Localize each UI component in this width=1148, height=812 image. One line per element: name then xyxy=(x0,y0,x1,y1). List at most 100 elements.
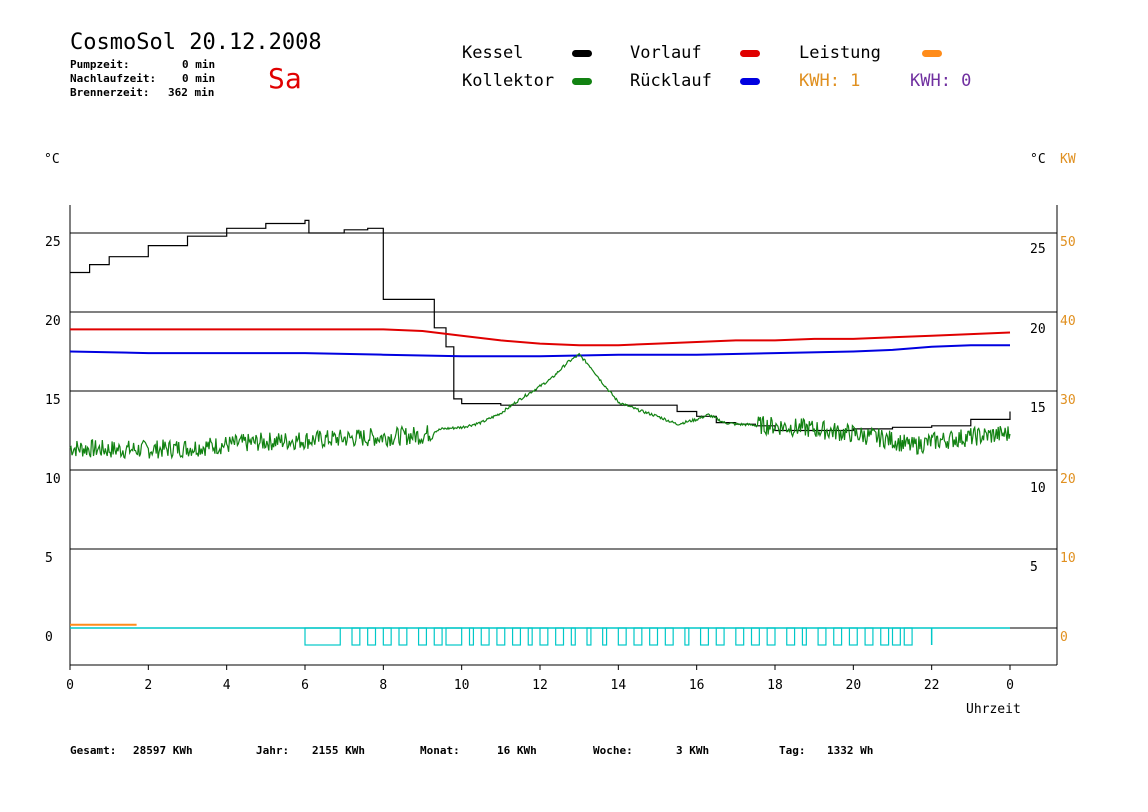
y-tick-right: 20 xyxy=(1030,322,1046,337)
footer-gesamt-value: 28597 KWh xyxy=(133,744,193,757)
pump-pulse xyxy=(903,627,913,646)
pump-pulse xyxy=(382,627,392,646)
pump-pulse xyxy=(735,627,745,646)
legend-ruecklauf-swatch xyxy=(740,78,760,85)
pump-pulse xyxy=(417,627,428,646)
footer-jahr-value: 2155 KWh xyxy=(312,744,365,757)
pump-pulse xyxy=(555,627,565,646)
pump-pulse xyxy=(880,627,890,646)
pump-pulse xyxy=(817,627,827,646)
info-nachlaufzeit-value: 0 min xyxy=(182,72,216,85)
legend-leistung-label: Leistung xyxy=(799,43,881,63)
pump-pulse xyxy=(766,627,776,646)
y-tick-left: 5 xyxy=(45,551,53,566)
x-tick-label: 16 xyxy=(689,678,705,693)
y-tick-kw: 10 xyxy=(1060,551,1076,566)
footer-woche-label: Woche: xyxy=(593,744,633,757)
footer-jahr-label: Jahr: xyxy=(256,744,290,757)
chart-title: CosmoSol 20.12.2008 xyxy=(70,30,322,55)
info-brennerzeit-label: Brennerzeit: xyxy=(70,86,150,99)
series-kessel xyxy=(70,219,1011,432)
footer-monat-label: Monat: xyxy=(420,744,460,757)
info-pumpzeit-label: Pumpzeit: xyxy=(70,58,130,71)
footer-tag-label: Tag: xyxy=(779,744,806,757)
y-tick-left: 20 xyxy=(45,314,61,329)
pump-pulse xyxy=(786,627,796,646)
x-tick-label: 22 xyxy=(924,678,940,693)
legend-kwh2: KWH: 0 xyxy=(910,71,972,91)
y-tick-left: 25 xyxy=(45,235,61,250)
pump-pulse xyxy=(617,627,627,646)
series-kollektor xyxy=(69,352,1011,460)
info-nachlaufzeit-label: Nachlaufzeit: xyxy=(70,72,157,85)
y-tick-left: 0 xyxy=(45,630,53,645)
legend-vorlauf-label: Vorlauf xyxy=(630,43,702,63)
footer-tag-value: 1332 Wh xyxy=(827,744,874,757)
pump-pulse xyxy=(750,627,760,646)
pump-pulse xyxy=(848,627,858,646)
x-tick-label: 10 xyxy=(454,678,470,693)
y-tick-right: 5 xyxy=(1030,560,1038,575)
info-pumpzeit-value: 0 min xyxy=(182,58,216,71)
series-vorlauf xyxy=(70,328,1011,347)
y-tick-right: 25 xyxy=(1030,242,1046,257)
pump-pulse xyxy=(801,627,807,646)
y-tick-kw: 40 xyxy=(1060,314,1076,329)
x-tick-label: 2 xyxy=(144,678,152,693)
footer-woche-value: 3 KWh xyxy=(676,744,710,757)
x-tick-label: 12 xyxy=(532,678,548,693)
y-tick-kw: 0 xyxy=(1060,630,1068,645)
pump-pulse xyxy=(664,627,674,646)
info-brennerzeit-value: 362 min xyxy=(168,86,215,99)
x-tick-label: 14 xyxy=(611,678,627,693)
pump-pulse xyxy=(699,627,710,646)
pump-pulse xyxy=(445,627,463,646)
pump-pulse xyxy=(511,627,522,646)
pump-pulse xyxy=(864,627,874,646)
legend-vorlauf-swatch xyxy=(740,50,760,57)
pump-pulse xyxy=(586,627,592,646)
y-tick-left: 10 xyxy=(45,472,61,487)
pump-pulse xyxy=(496,627,506,646)
right-axis-unit: °C xyxy=(1030,152,1046,167)
pump-pulse xyxy=(433,627,443,646)
y-tick-kw: 20 xyxy=(1060,472,1076,487)
pump-pulse xyxy=(398,627,408,646)
x-tick-label: 0 xyxy=(66,678,74,693)
pump-pulse xyxy=(891,627,901,646)
series-ruecklauf xyxy=(69,344,1010,358)
x-tick-label: 0 xyxy=(1006,678,1014,693)
y-tick-right: 15 xyxy=(1030,401,1046,416)
pump-pulse xyxy=(480,627,490,646)
pump-pulse xyxy=(649,627,659,646)
legend-kwh1: KWH: 1 xyxy=(799,71,861,91)
weekday-label: Sa xyxy=(268,62,302,95)
footer-gesamt-label: Gesamt: xyxy=(70,744,117,757)
legend-kessel-label: Kessel xyxy=(462,43,524,63)
legend-leistung-swatch xyxy=(922,50,942,57)
pump-pulse xyxy=(468,627,475,646)
right-axis-unit-kw: KW xyxy=(1060,152,1076,167)
legend-kollektor-label: Kollektor xyxy=(462,71,555,91)
pump-pulse xyxy=(351,627,361,646)
pump-pulse xyxy=(684,627,690,646)
pump-pulse xyxy=(833,627,843,646)
pump-pulse xyxy=(539,627,549,646)
footer-monat-value: 16 KWh xyxy=(497,744,537,757)
legend-kessel-swatch xyxy=(572,50,592,57)
y-tick-kw: 30 xyxy=(1060,393,1076,408)
pump-pulse xyxy=(633,627,643,646)
pump-pulse xyxy=(602,627,608,646)
y-tick-kw: 50 xyxy=(1060,235,1076,250)
pump-pulse xyxy=(304,627,341,646)
x-tick-label: 4 xyxy=(223,678,231,693)
x-tick-label: 6 xyxy=(301,678,309,693)
x-tick-label: 18 xyxy=(767,678,783,693)
x-tick-label: 8 xyxy=(379,678,387,693)
legend-ruecklauf-label: Rücklauf xyxy=(630,71,712,91)
legend-kollektor-swatch xyxy=(572,78,592,85)
pump-pulse xyxy=(527,627,533,646)
pump-pulse xyxy=(715,627,725,646)
y-tick-right: 10 xyxy=(1030,481,1046,496)
